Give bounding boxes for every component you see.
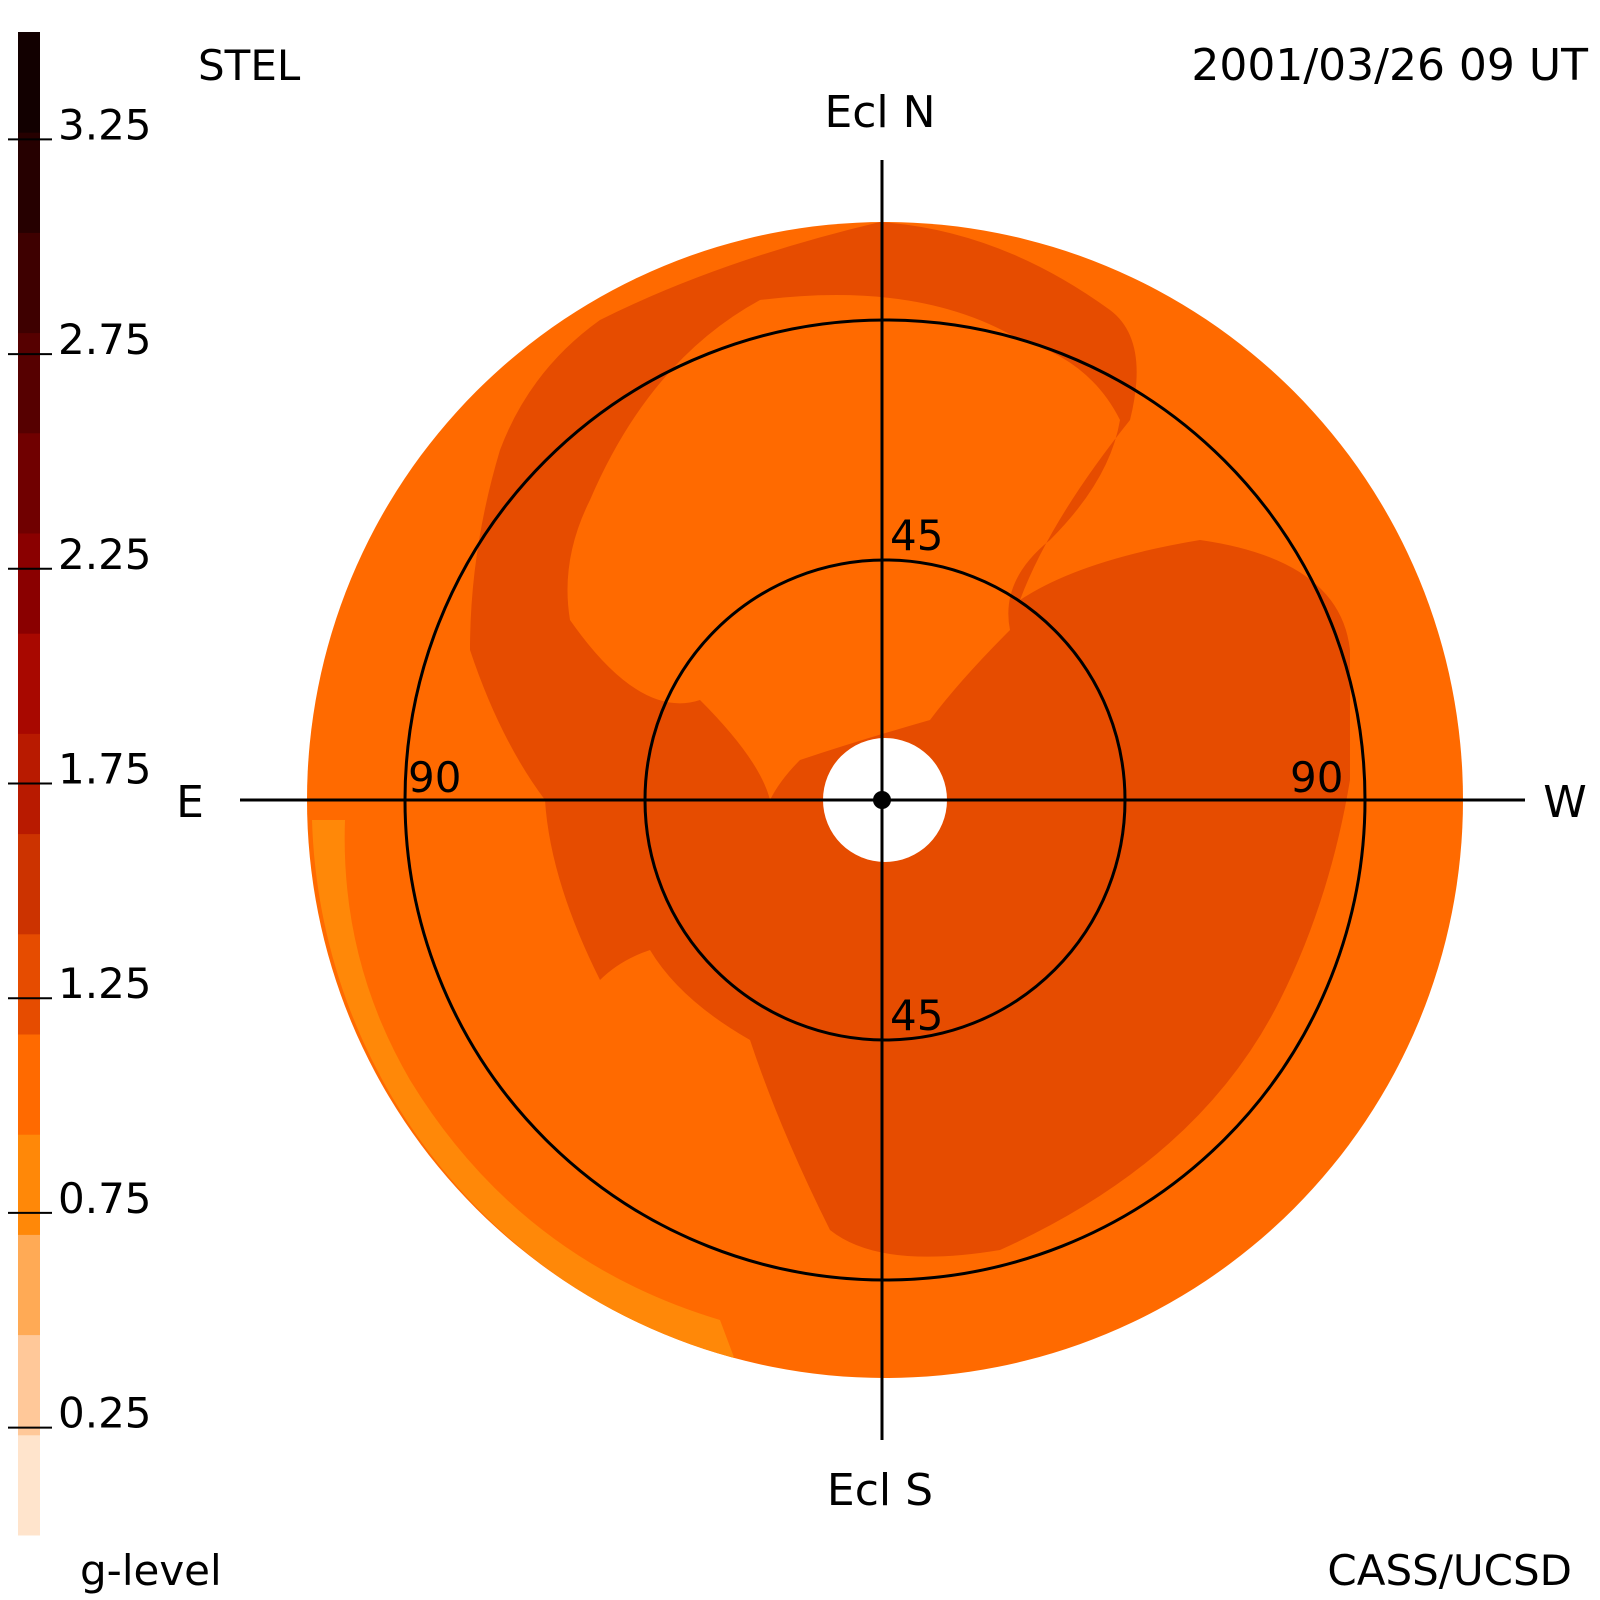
colorbar-segment bbox=[18, 32, 40, 133]
credit-label: CASS/UCSD bbox=[1327, 1546, 1572, 1595]
east-label: E bbox=[176, 777, 204, 828]
colorbar-segment bbox=[18, 232, 40, 334]
colorbar-segment bbox=[18, 533, 40, 634]
ring-45-label-south: 45 bbox=[890, 991, 943, 1040]
colorbar-segment bbox=[18, 833, 40, 935]
colorbar-segment bbox=[18, 1234, 40, 1336]
colorbar-tick-label: 3.25 bbox=[58, 100, 152, 149]
colorbar-segment bbox=[18, 332, 40, 434]
ring-90-label-east: 90 bbox=[408, 753, 461, 802]
ring-90-label-west: 90 bbox=[1290, 753, 1343, 802]
sun-center-marker bbox=[873, 791, 891, 809]
timestamp-label: 2001/03/26 09 UT bbox=[1191, 40, 1588, 91]
ring-45-label-north: 45 bbox=[890, 511, 943, 560]
colorbar-tick-label: 1.25 bbox=[58, 959, 152, 1008]
colorbar-tick-label: 1.75 bbox=[58, 745, 152, 794]
region-dark-band bbox=[470, 222, 1350, 1257]
colorbar-tick-label: 0.75 bbox=[58, 1174, 152, 1223]
ecliptic-south-label: Ecl S bbox=[827, 1465, 933, 1516]
colorbar-tick-label: 0.25 bbox=[58, 1389, 152, 1438]
colorbar-segments bbox=[18, 32, 40, 1536]
colorbar-tick-label: 2.75 bbox=[58, 315, 152, 364]
colorbar-segment bbox=[18, 633, 40, 734]
instrument-label: STEL bbox=[198, 41, 301, 90]
colorbar-segment bbox=[18, 933, 40, 1035]
colorbar-segment bbox=[18, 1034, 40, 1135]
colorbar-ticks: 3.25 2.75 2.25 1.75 1.25 0.75 0.25 bbox=[8, 100, 152, 1438]
colorbar-segment bbox=[18, 1434, 40, 1536]
colorbar-segment bbox=[18, 432, 40, 534]
region-south-east-limb bbox=[312, 820, 735, 1360]
colorbar-label: g-level bbox=[80, 1546, 222, 1595]
colorbar-segment bbox=[18, 132, 40, 233]
ecliptic-north-label: Ecl N bbox=[824, 87, 935, 138]
colorbar-segment bbox=[18, 1134, 40, 1235]
west-label: W bbox=[1543, 777, 1587, 828]
colorbar: 3.25 2.75 2.25 1.75 1.25 0.75 0.25 bbox=[8, 32, 152, 1536]
colorbar-tick-label: 2.25 bbox=[58, 530, 152, 579]
colorbar-segment bbox=[18, 1334, 40, 1436]
